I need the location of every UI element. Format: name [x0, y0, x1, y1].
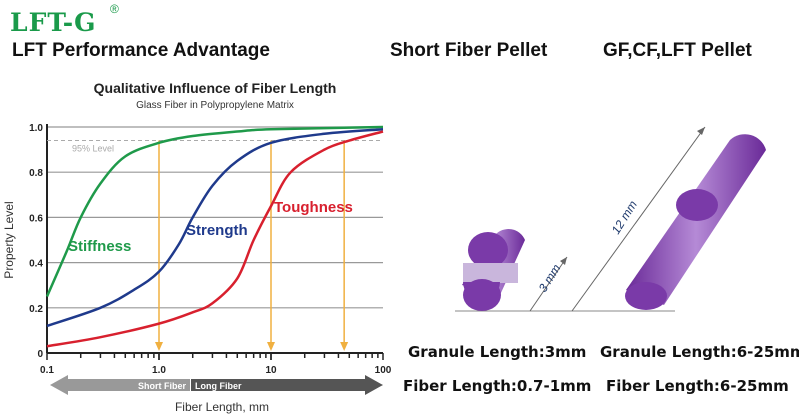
y-tick-label: 1.0	[29, 123, 43, 134]
reference-line-label: 95% Level	[72, 144, 114, 154]
series-label-stiffness: Stiffness	[68, 238, 131, 255]
marker-arrow-head	[155, 342, 163, 351]
heading-short-fiber-pellet: Short Fiber Pellet	[390, 40, 548, 61]
logo: LFT-G	[10, 8, 97, 37]
series-line-toughness	[46, 130, 384, 348]
chart: Qualitative Influence of Fiber Length Gl…	[2, 80, 392, 414]
x-tick-label: 0.1	[40, 365, 54, 376]
x-axis-label: Fiber Length, mm	[175, 400, 269, 414]
series-label-strength: Strength	[186, 222, 248, 239]
heading-lft-pellet: GF,CF,LFT Pellet	[603, 40, 752, 61]
pellet-illustration: 3 mm 12 mm	[455, 126, 766, 312]
registered-mark: ®	[110, 2, 119, 16]
y-axis-label: Property Level	[2, 201, 16, 278]
dimension-label-3mm: 3 mm	[536, 262, 564, 295]
y-tick-label: 0	[37, 349, 43, 360]
short-fiber-label: Short Fiber	[138, 381, 186, 391]
y-tick-label: 0.4	[29, 259, 43, 270]
marker-arrow-head	[340, 342, 349, 351]
chart-title: Qualitative Influence of Fiber Length	[94, 80, 337, 96]
y-tick-label: 0.8	[29, 168, 43, 179]
long-fiber-length: Fiber Length:6-25mm	[606, 377, 789, 395]
long-fiber-pellet-icon	[625, 134, 766, 310]
long-fiber-label: Long Fiber	[195, 381, 242, 391]
y-tick-label: 0.6	[29, 213, 43, 224]
chart-subtitle: Glass Fiber in Polypropylene Matrix	[136, 100, 294, 111]
long-granule-length: Granule Length:6-25mm	[600, 343, 799, 361]
x-tick-label: 100	[375, 365, 392, 376]
short-granule-length: Granule Length:3mm	[408, 343, 587, 361]
series-line-strength	[46, 128, 384, 328]
dimension-arrow-12mm	[571, 126, 706, 312]
series-label-toughness: Toughness	[274, 199, 353, 216]
marker-arrow-head	[267, 342, 275, 351]
series-line-stiffness	[45, 125, 384, 297]
y-tick-label: 0.2	[29, 304, 43, 315]
short-fiber-pellet-icon	[462, 228, 525, 311]
x-tick-label: 10	[265, 365, 277, 376]
dimension-arrow-3mm	[529, 256, 568, 312]
short-fiber-band	[50, 375, 190, 395]
short-fiber-length: Fiber Length:0.7-1mm	[403, 377, 592, 395]
x-tick-label: 1.0	[152, 365, 166, 376]
long-fiber-band	[191, 375, 383, 395]
heading-lft-performance: LFT Performance Advantage	[12, 40, 270, 61]
dimension-label-12mm: 12 mm	[609, 198, 640, 237]
